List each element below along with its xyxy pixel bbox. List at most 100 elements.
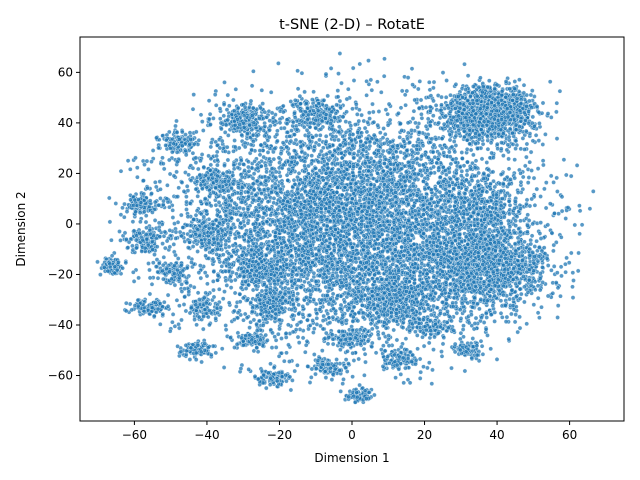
data-point: [559, 194, 565, 200]
data-point: [250, 287, 256, 293]
data-point: [419, 112, 424, 117]
data-point: [242, 144, 248, 150]
data-point: [532, 244, 538, 249]
data-point: [339, 80, 344, 86]
data-point: [570, 295, 576, 300]
data-point: [311, 239, 317, 244]
data-point: [361, 118, 367, 124]
data-point: [378, 130, 383, 135]
data-point: [480, 141, 486, 147]
data-point: [172, 324, 178, 329]
data-point: [540, 158, 546, 163]
data-point: [375, 79, 380, 85]
data-point: [304, 339, 310, 344]
data-point: [403, 336, 409, 341]
data-point: [302, 279, 307, 285]
data-point: [431, 85, 436, 91]
data-point: [146, 261, 151, 266]
data-point: [401, 380, 406, 386]
data-point: [170, 215, 176, 220]
data-point: [268, 361, 273, 367]
data-point: [356, 149, 361, 154]
data-point: [351, 151, 357, 156]
data-point: [300, 312, 306, 317]
data-point: [441, 150, 447, 155]
data-point: [417, 376, 423, 381]
data-point: [542, 186, 547, 192]
data-point: [312, 352, 317, 357]
data-point: [570, 284, 575, 290]
data-point: [346, 86, 351, 92]
data-point: [167, 244, 173, 250]
data-point: [130, 219, 136, 224]
data-point: [338, 218, 344, 223]
data-point: [257, 318, 262, 324]
data-point: [470, 336, 476, 341]
data-point: [167, 171, 173, 177]
data-point: [364, 93, 369, 98]
data-point: [160, 155, 165, 161]
data-point: [335, 273, 340, 279]
data-point: [381, 214, 387, 220]
data-point: [506, 336, 512, 342]
data-point: [418, 369, 423, 375]
data-point: [415, 124, 420, 130]
data-point: [399, 128, 404, 133]
data-point: [319, 148, 324, 154]
data-point: [276, 331, 281, 337]
data-point: [530, 114, 536, 120]
data-point: [117, 229, 122, 234]
data-point: [179, 317, 184, 323]
data-point: [263, 195, 269, 201]
data-point: [536, 138, 542, 143]
data-point: [316, 142, 322, 148]
data-point: [337, 51, 343, 56]
data-point: [295, 241, 300, 246]
data-point: [386, 343, 392, 348]
data-point: [228, 285, 234, 290]
data-point: [161, 255, 167, 260]
data-point: [381, 73, 387, 79]
data-point: [271, 196, 277, 201]
data-point: [506, 166, 512, 172]
data-point: [232, 317, 237, 322]
data-point: [357, 61, 363, 67]
data-point: [549, 230, 555, 236]
data-point: [485, 333, 490, 338]
data-point: [524, 197, 530, 203]
data-point: [476, 170, 481, 176]
data-point: [153, 180, 158, 185]
data-point: [276, 354, 282, 359]
data-point: [515, 329, 520, 335]
data-point: [371, 132, 377, 138]
data-point: [351, 358, 357, 363]
data-point: [411, 108, 417, 114]
data-point: [150, 148, 156, 153]
data-point: [380, 135, 386, 140]
data-point: [163, 245, 168, 251]
data-point: [570, 270, 576, 275]
data-point: [459, 150, 465, 155]
data-point: [291, 177, 297, 183]
data-point: [226, 300, 232, 306]
data-point: [431, 347, 436, 352]
data-point: [298, 319, 304, 325]
data-point: [120, 205, 125, 211]
data-point: [399, 244, 404, 250]
data-point: [179, 212, 184, 218]
data-point: [269, 190, 274, 195]
data-point: [329, 377, 335, 382]
data-point: [427, 80, 432, 85]
data-point: [379, 90, 384, 95]
data-point: [359, 112, 364, 118]
data-point: [362, 351, 368, 357]
data-point: [413, 120, 418, 126]
data-point: [269, 345, 275, 350]
data-point: [323, 134, 329, 139]
data-point: [524, 141, 530, 147]
data-point: [268, 212, 273, 218]
data-point: [184, 184, 190, 189]
data-point: [152, 252, 157, 257]
data-point: [307, 323, 313, 328]
